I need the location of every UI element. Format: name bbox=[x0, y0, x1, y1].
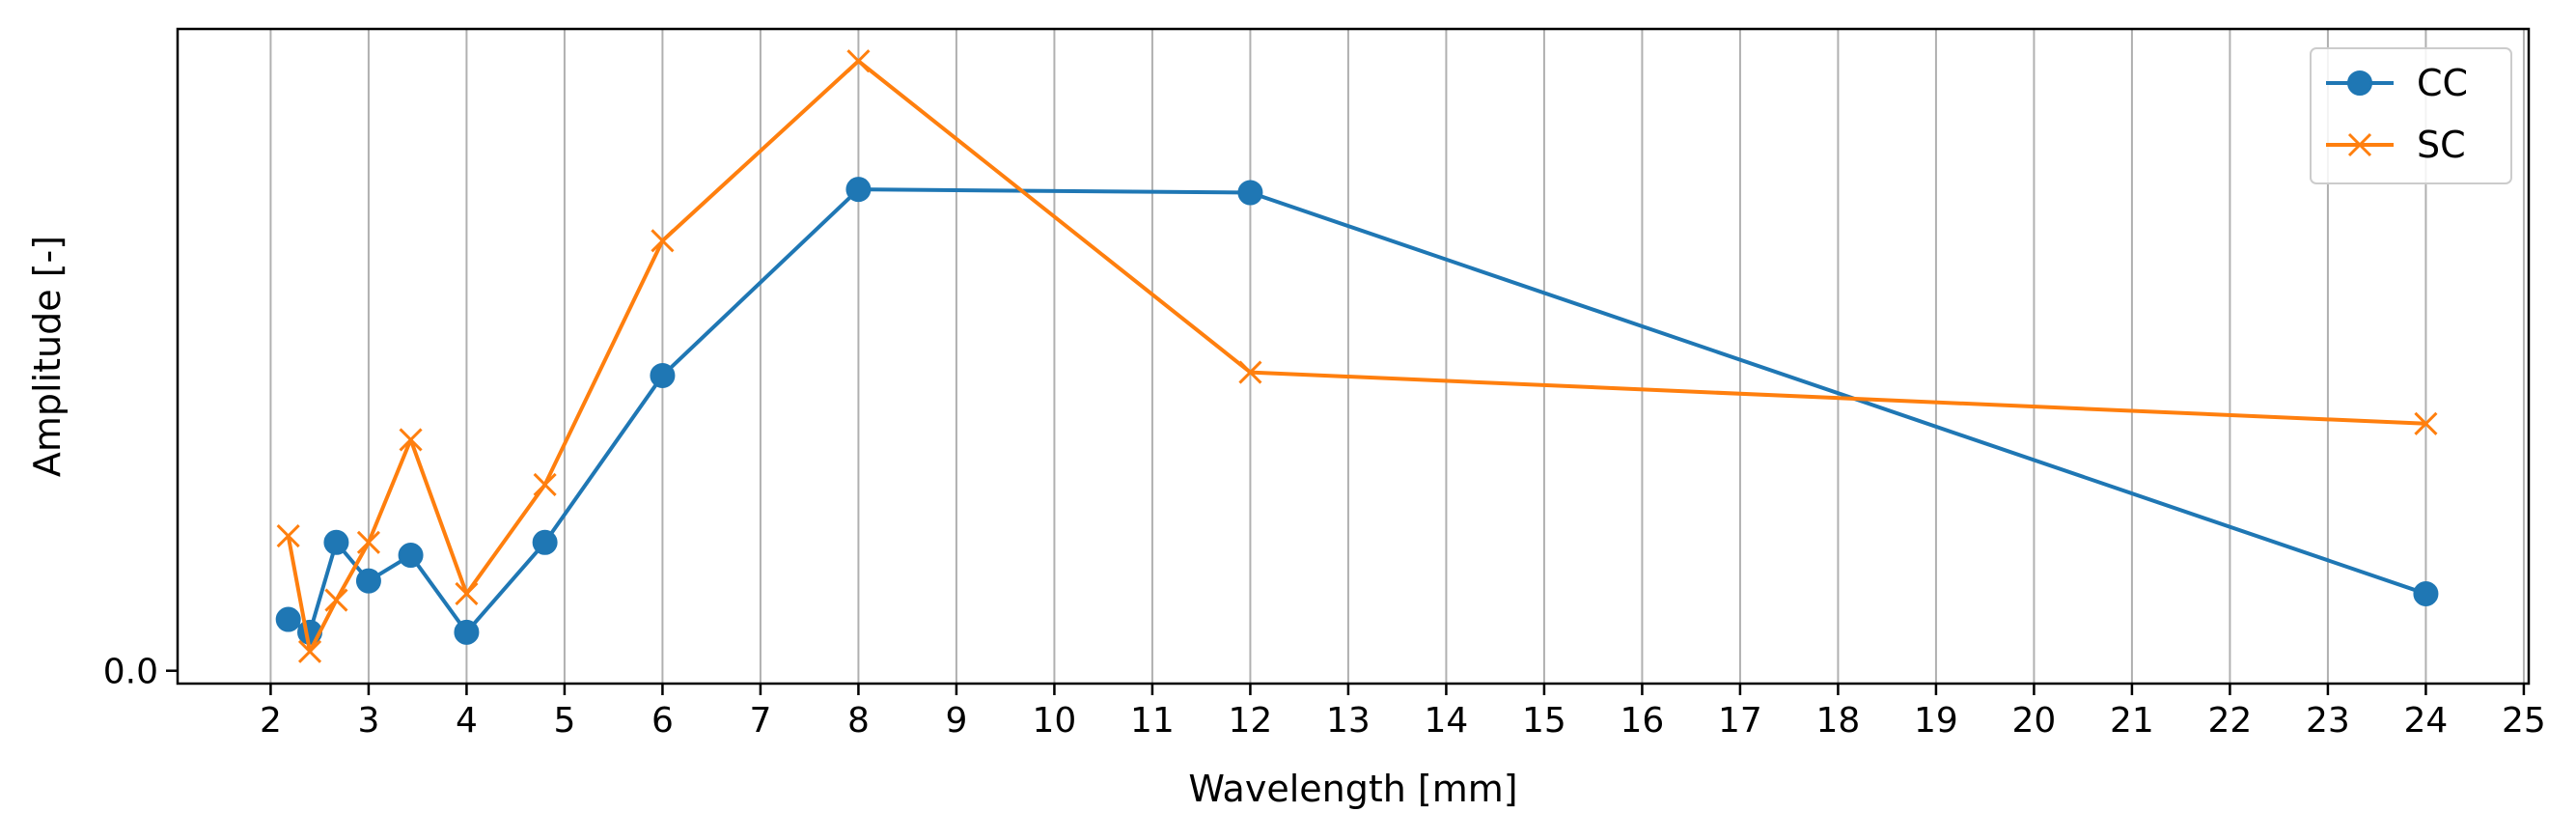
x-tick-label: 24 bbox=[2404, 701, 2449, 741]
data-point-sc-stroke bbox=[276, 524, 300, 548]
x-tick-label: 13 bbox=[1326, 701, 1371, 741]
data-point-sc bbox=[2414, 411, 2438, 435]
legend-marker-sc bbox=[2347, 132, 2372, 157]
data-point-cc bbox=[532, 529, 558, 555]
data-point-cc bbox=[275, 606, 301, 632]
data-point-sc bbox=[1238, 360, 1262, 384]
x-tick-label: 10 bbox=[1033, 701, 1077, 741]
data-point-sc bbox=[324, 588, 348, 612]
data-point-sc bbox=[651, 229, 675, 253]
x-tick-label: 7 bbox=[749, 701, 771, 741]
x-tick-label: 19 bbox=[1914, 701, 1958, 741]
legend-marker-sc-stroke bbox=[2347, 132, 2372, 157]
x-tick-label: 3 bbox=[357, 701, 379, 741]
data-point-sc-stroke bbox=[1238, 360, 1262, 384]
data-point-sc bbox=[455, 581, 479, 606]
x-tick-label: 15 bbox=[1522, 701, 1566, 741]
x-tick-label: 23 bbox=[2306, 701, 2350, 741]
data-point-sc bbox=[356, 530, 380, 554]
data-point-sc bbox=[846, 49, 871, 73]
data-point-cc bbox=[845, 177, 872, 203]
x-tick-label: 14 bbox=[1425, 701, 1469, 741]
data-point-cc bbox=[1237, 180, 1263, 206]
plot-frame bbox=[176, 27, 2531, 686]
series-lines bbox=[275, 49, 2439, 663]
data-point-sc-stroke bbox=[297, 639, 322, 663]
x-tick-label: 17 bbox=[1718, 701, 1762, 741]
data-point-sc-stroke bbox=[356, 530, 380, 554]
x-axis-label: Wavelength [mm] bbox=[1188, 768, 1517, 810]
x-tick-label: 9 bbox=[945, 701, 967, 741]
data-point-sc-stroke bbox=[2414, 411, 2438, 435]
legend-marker-cc bbox=[2347, 70, 2372, 96]
y-axis-label: Amplitude [-] bbox=[26, 236, 69, 477]
x-tick-label: 12 bbox=[1229, 701, 1273, 741]
legend-box bbox=[2310, 47, 2512, 184]
x-tick-label: 20 bbox=[2012, 701, 2057, 741]
data-point-cc bbox=[454, 619, 480, 645]
data-point-sc-stroke bbox=[399, 428, 423, 452]
data-point-cc bbox=[323, 529, 349, 555]
data-point-sc-stroke bbox=[324, 588, 348, 612]
x-tick-label: 16 bbox=[1620, 701, 1665, 741]
y-tick-label: 0.0 bbox=[103, 653, 158, 692]
grid-lines bbox=[269, 29, 2525, 684]
data-point-sc-stroke bbox=[533, 472, 557, 497]
x-tick-label: 18 bbox=[1816, 701, 1861, 741]
data-point-cc bbox=[398, 543, 424, 569]
data-point-cc bbox=[650, 362, 676, 388]
legend: CC SC bbox=[2310, 47, 2512, 184]
data-point-cc bbox=[2413, 580, 2439, 606]
x-tick-label: 22 bbox=[2208, 701, 2253, 741]
data-point-cc bbox=[355, 568, 381, 594]
data-point-sc-stroke bbox=[455, 581, 479, 606]
data-point-sc bbox=[399, 428, 423, 452]
x-tick-label: 2 bbox=[260, 701, 282, 741]
data-point-sc bbox=[533, 472, 557, 497]
x-tick-label: 11 bbox=[1130, 701, 1175, 741]
x-tick-label: 6 bbox=[651, 701, 674, 741]
x-tick-label: 5 bbox=[553, 701, 575, 741]
legend-label-cc: CC bbox=[2417, 62, 2468, 104]
axis-ticks: 2 3 4 5 6 7 8 9 10 11 12 13 14 15 16 17 18 19 20 21 22 23 24 25… bbox=[103, 653, 2546, 741]
data-point-sc bbox=[297, 639, 322, 663]
x-tick-label: 4 bbox=[456, 701, 478, 741]
data-point-sc-stroke bbox=[846, 49, 871, 73]
data-point-sc bbox=[276, 524, 300, 548]
legend-label-sc: SC bbox=[2417, 124, 2466, 166]
x-tick-label: 21 bbox=[2110, 701, 2154, 741]
data-point-sc-stroke bbox=[651, 229, 675, 253]
x-tick-label: 25 bbox=[2502, 701, 2546, 741]
x-tick-label: 8 bbox=[847, 701, 870, 741]
